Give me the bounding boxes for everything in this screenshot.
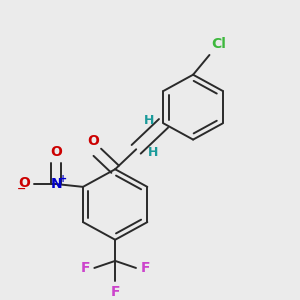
- Text: O: O: [50, 145, 62, 159]
- Text: H: H: [148, 146, 158, 159]
- Text: F: F: [110, 285, 120, 299]
- Text: F: F: [80, 261, 90, 275]
- Text: +: +: [59, 174, 67, 184]
- Text: H: H: [144, 114, 154, 127]
- Text: O: O: [87, 134, 99, 148]
- Text: N: N: [50, 177, 62, 191]
- Text: O: O: [19, 176, 30, 190]
- Text: −: −: [17, 184, 26, 194]
- Text: F: F: [140, 261, 150, 275]
- Text: Cl: Cl: [211, 37, 226, 51]
